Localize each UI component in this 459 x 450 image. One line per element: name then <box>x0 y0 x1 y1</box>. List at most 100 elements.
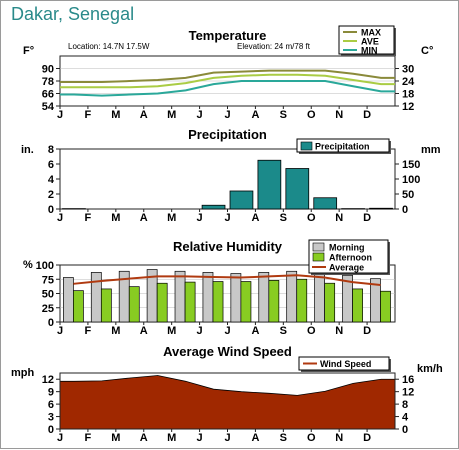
legend-swatch-morning <box>313 243 324 251</box>
temperature-month-label: J <box>224 109 230 121</box>
wind-month-label: J <box>197 432 203 444</box>
wind-ytick-right-label: 8 <box>402 399 408 411</box>
precipitation-ytick-right-label: 50 <box>402 189 414 201</box>
humidity-title: Relative Humidity <box>173 239 283 254</box>
humidity-ytick-left-label: 75 <box>42 274 54 286</box>
elevation-text: Elevation: 24 m/78 ft <box>237 42 311 51</box>
humidity-month-label: N <box>335 325 343 337</box>
humidity-afternoon-bar <box>73 291 83 322</box>
legend-label-average: Average <box>329 263 364 273</box>
humidity-ytick-left-label: 0 <box>48 317 54 329</box>
temperature-month-label: M <box>111 109 120 121</box>
temperature-month-label: M <box>167 109 176 121</box>
humidity-morning-bar <box>91 272 101 322</box>
temperature-ytick-left-label: 66 <box>42 89 54 101</box>
temperature-month-label: A <box>140 109 148 121</box>
temperature-ytick-left-label: 78 <box>42 76 54 88</box>
humidity-morning-bar <box>287 271 297 322</box>
legend-label-morning: Morning <box>329 243 365 253</box>
precipitation-month-label: F <box>85 212 92 224</box>
humidity-morning-bar <box>315 272 325 322</box>
precipitation-month-label: A <box>251 212 259 224</box>
precipitation-month-label: D <box>363 212 371 224</box>
wind-ytick-left-label: 6 <box>48 399 54 411</box>
precipitation-month-label: N <box>335 212 343 224</box>
humidity-month-label: O <box>307 325 316 337</box>
precipitation-month-label: M <box>111 212 120 224</box>
humidity-ytick-left-label: 50 <box>42 289 54 301</box>
precipitation-month-label: J <box>224 212 230 224</box>
wind-month-label: A <box>251 432 259 444</box>
precipitation-ytick-right-label: 0 <box>402 204 408 216</box>
temperature-ytick-left-label: 54 <box>42 101 55 113</box>
temperature-ytick-right-label: 30 <box>402 64 414 76</box>
wind-ytick-right-label: 0 <box>402 424 408 436</box>
humidity-ytick-left-label: 100 <box>36 260 54 272</box>
precipitation-ylabel-right: mm <box>421 144 441 156</box>
wind-ytick-left-label: 0 <box>48 424 54 436</box>
wind-ytick-left-label: 12 <box>42 374 54 386</box>
precipitation-month-label: M <box>167 212 176 224</box>
humidity-month-label: J <box>224 325 230 337</box>
humidity-month-label: A <box>251 325 259 337</box>
temperature-month-label: J <box>57 109 63 121</box>
humidity-month-label: J <box>57 325 63 337</box>
wind-month-label: M <box>111 432 120 444</box>
wind-month-label: D <box>363 432 371 444</box>
temperature-ytick-left-label: 90 <box>42 64 54 76</box>
humidity-afternoon-bar <box>353 289 363 322</box>
precipitation-ytick-right-label: 150 <box>402 159 420 171</box>
temperature-month-label: J <box>197 109 203 121</box>
precipitation-ytick-left-label: 4 <box>48 174 55 186</box>
humidity-afternoon-bar <box>101 289 111 322</box>
humidity-month-label: J <box>197 325 203 337</box>
wind-month-label: S <box>280 432 287 444</box>
precipitation-plot-border <box>60 149 395 209</box>
humidity-afternoon-bar <box>380 291 390 322</box>
humidity-afternoon-bar <box>325 283 335 322</box>
temperature-ytick-right-label: 12 <box>402 101 414 113</box>
humidity-month-label: D <box>363 325 371 337</box>
precipitation-title: Precipitation <box>188 127 267 142</box>
location-text: Location: 14.7N 17.5W <box>68 42 150 51</box>
precipitation-month-label: J <box>197 212 203 224</box>
temperature-ylabel-left: F° <box>23 45 34 57</box>
wind-month-label: J <box>57 432 63 444</box>
legend-label-min: MIN <box>361 46 378 56</box>
precipitation-month-label: A <box>140 212 148 224</box>
humidity-afternoon-bar <box>213 282 223 322</box>
temperature-ytick-right-label: 18 <box>402 89 414 101</box>
precipitation-ylabel-left: in. <box>21 144 34 156</box>
legend-label-afternoon: Afternoon <box>329 253 372 263</box>
humidity-morning-bar <box>203 272 213 322</box>
wind-ytick-left-label: 9 <box>48 387 54 399</box>
precipitation-ytick-left-label: 2 <box>48 189 54 201</box>
temperature-month-label: O <box>307 109 316 121</box>
precipitation-bar <box>286 169 309 210</box>
precipitation-bar <box>230 191 253 209</box>
temperature-month-label: D <box>363 109 371 121</box>
humidity-afternoon-bar <box>241 282 251 322</box>
wind-title: Average Wind Speed <box>163 344 292 359</box>
humidity-afternoon-bar <box>297 279 307 322</box>
precipitation-bar <box>370 208 393 209</box>
humidity-afternoon-bar <box>157 283 167 322</box>
wind-month-label: M <box>167 432 176 444</box>
humidity-morning-bar <box>63 278 73 322</box>
precipitation-bar <box>202 205 225 209</box>
wind-month-label: F <box>85 432 92 444</box>
precipitation-bar <box>258 160 281 209</box>
precipitation-month-label: J <box>57 212 63 224</box>
legend-swatch-afternoon <box>313 253 324 261</box>
wind-month-label: A <box>140 432 148 444</box>
temperature-month-label: F <box>85 109 92 121</box>
precipitation-ytick-left-label: 8 <box>48 144 54 156</box>
wind-ylabel-left: mph <box>11 367 35 379</box>
humidity-morning-bar <box>259 272 269 322</box>
humidity-month-label: M <box>111 325 120 337</box>
